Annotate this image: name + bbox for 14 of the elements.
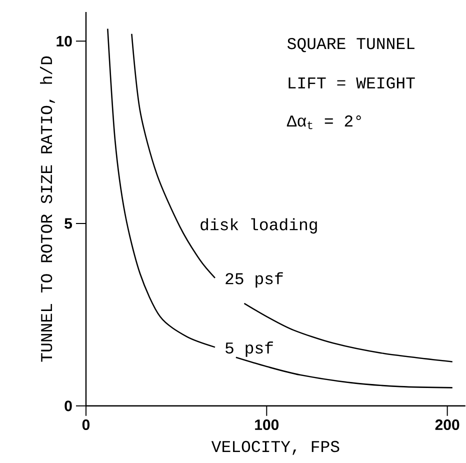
annotation: disk loading [200, 218, 317, 234]
x-axis-title: VELOCITY, FPS [211, 440, 340, 455]
y-tick-label: 0 [64, 400, 72, 412]
series-label: 25 psf [226, 272, 283, 288]
y-tick-label: 10 [56, 36, 72, 47]
series-label: 5 psf [226, 342, 273, 357]
x-tick-label: 100 [255, 419, 279, 430]
y-axis-title: TUNNEL TO ROTOR SIZE RATIO, h/D [40, 56, 55, 362]
annotation: SQUARE TUNNEL [287, 38, 414, 52]
y-tick-label: 5 [64, 218, 72, 229]
x-tick-label: 200 [435, 419, 460, 430]
annotation: LIFT = WEIGHT [288, 77, 415, 89]
x-tick-label: 0 [82, 419, 90, 430]
annotation: Δα$_{t}$ = 2° [286, 115, 361, 130]
